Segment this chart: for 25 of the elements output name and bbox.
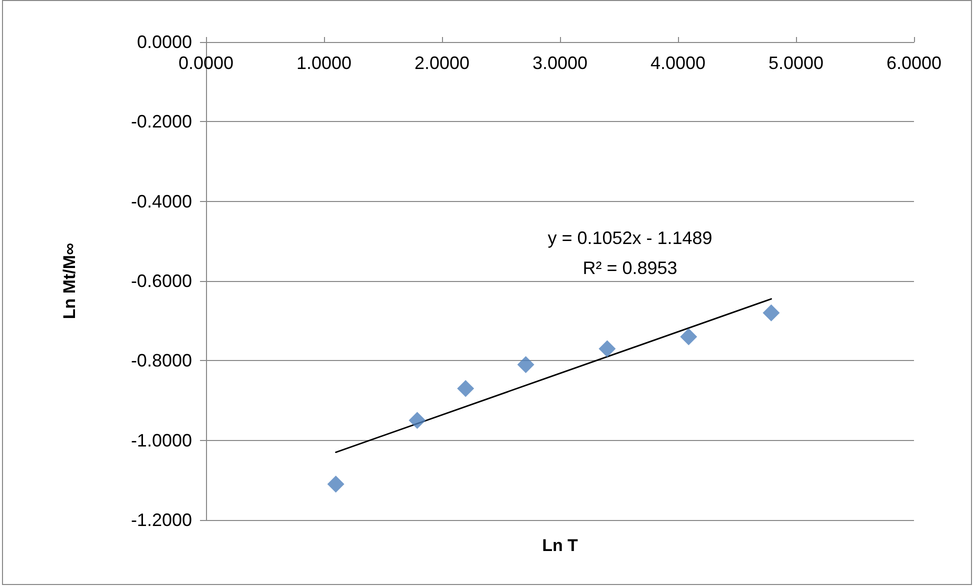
y-tick-label: -1.2000 xyxy=(130,510,192,530)
annotation: y = 0.1052x - 1.1489 xyxy=(548,228,712,248)
point xyxy=(327,476,344,493)
y-tick-label: -0.2000 xyxy=(130,112,192,132)
x-tick-label: 2.0000 xyxy=(414,53,470,73)
y-tick-label: -0.6000 xyxy=(130,271,192,291)
x-tick-label: 5.0000 xyxy=(768,53,824,73)
point xyxy=(408,412,426,429)
y-axis-title: Ln Mt/M∞ xyxy=(60,242,79,320)
point xyxy=(762,304,780,322)
x-tick-label: 0.0000 xyxy=(178,53,234,73)
x-tick-label: 6.0000 xyxy=(886,53,942,73)
y-tick-label: -1.0000 xyxy=(130,430,192,450)
y-tick-label: -0.8000 xyxy=(130,350,192,371)
annotation: R² = 0.8953 xyxy=(582,258,678,278)
point xyxy=(517,356,534,374)
x-tick-label: 1.0000 xyxy=(296,53,352,73)
y-tick-label: -0.4000 xyxy=(130,191,192,212)
x-tick-label: 4.0000 xyxy=(650,53,706,73)
point xyxy=(680,328,698,346)
y-tick-label: 0.0000 xyxy=(136,32,192,52)
point xyxy=(457,380,474,398)
x-tick-label: 3.0000 xyxy=(532,53,588,73)
point xyxy=(598,340,616,358)
x-axis-title: Ln T xyxy=(542,536,579,555)
